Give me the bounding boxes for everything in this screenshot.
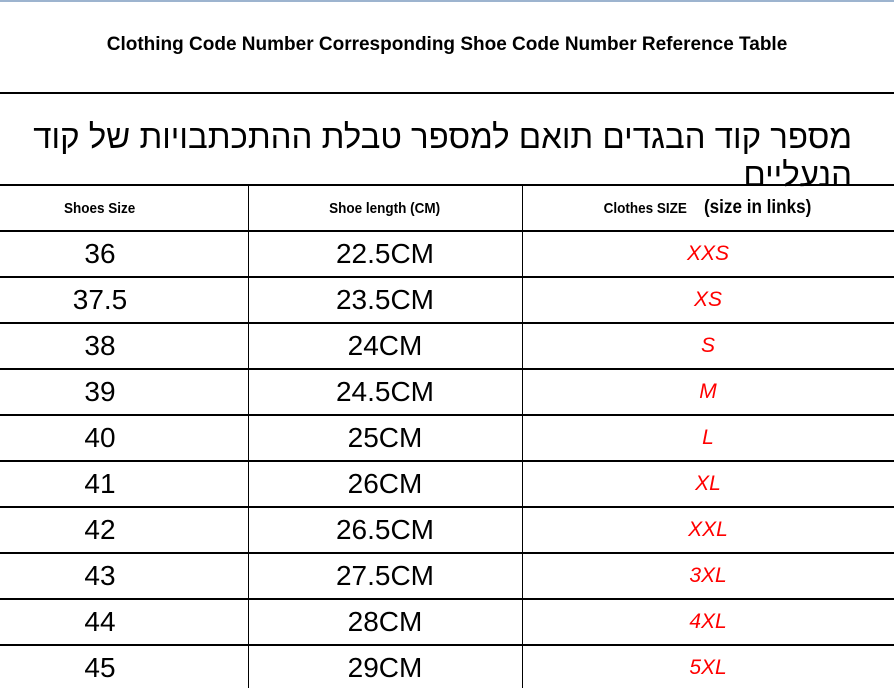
cell-shoes-size: 41 [0, 461, 200, 507]
row-divider [0, 368, 894, 370]
table-row: 45 29CM 5XL [0, 645, 894, 691]
cell-clothes-size: M [522, 369, 894, 415]
shoes-size-value: 39 [84, 376, 116, 407]
header-cell: Shoes Size [0, 185, 200, 231]
clothes-size-value: XL [695, 472, 721, 495]
cell-shoe-length: 23.5CM [248, 277, 522, 323]
clothes-size-value: S [700, 334, 715, 357]
row-divider [0, 230, 894, 232]
shoes-size-value: 40 [84, 422, 116, 453]
page-title: Clothing Code Number Corresponding Shoe … [106, 34, 788, 55]
header-shoes-size: Shoes Size [64, 199, 136, 217]
cell-shoe-length: 27.5CM [248, 553, 522, 599]
header-clothes-size-note: (size in links) [703, 197, 811, 218]
cell-clothes-size: S [522, 323, 894, 369]
cell-shoe-length: 26CM [248, 461, 522, 507]
cell-shoe-length: 25CM [248, 415, 522, 461]
header-clothes-size: Clothes SIZE [603, 199, 687, 217]
cell-shoes-size: 43 [0, 553, 200, 599]
cell-shoe-length: 24CM [248, 323, 522, 369]
shoes-size-value: 41 [84, 468, 116, 499]
cell-shoes-size: 39 [0, 369, 200, 415]
row-divider [0, 414, 894, 416]
cell-shoes-size: 37.5 [0, 277, 200, 323]
row-divider [0, 552, 894, 554]
cell-clothes-size: XXS [522, 231, 894, 277]
shoe-length-value: 26CM [347, 468, 423, 499]
divider [0, 92, 894, 94]
row-divider [0, 506, 894, 508]
row-divider [0, 460, 894, 462]
shoes-size-value: 36 [84, 238, 116, 269]
table-row: 42 26.5CM XXL [0, 507, 894, 553]
clothes-size-value: XXS [686, 242, 730, 265]
shoe-length-value: 28CM [347, 606, 423, 637]
column-divider [522, 184, 523, 688]
clothes-size-value: M [699, 380, 717, 403]
shoes-size-value: 44 [84, 606, 116, 637]
header-shoe-length: Shoe length (CM) [329, 199, 441, 217]
row-divider [0, 644, 894, 646]
cell-shoe-length: 26.5CM [248, 507, 522, 553]
table-row: 36 22.5CM XXS [0, 231, 894, 277]
shoes-size-value: 42 [84, 514, 116, 545]
shoe-length-value: 26.5CM [335, 514, 435, 545]
shoe-length-value: 25CM [347, 422, 423, 453]
shoe-length-value: 29CM [347, 652, 423, 683]
cell-clothes-size: L [522, 415, 894, 461]
shoes-size-value: 45 [84, 652, 116, 683]
cell-clothes-size: XL [522, 461, 894, 507]
table-row: 40 25CM L [0, 415, 894, 461]
table-border [0, 184, 894, 186]
shoe-length-value: 27.5CM [335, 560, 435, 591]
header-cell: Clothes SIZE (size in links) [522, 185, 894, 231]
table-header-row: Shoes Size Shoe length (CM) Clothes SIZE… [0, 185, 894, 231]
table-row: 44 28CM 4XL [0, 599, 894, 645]
cell-shoes-size: 42 [0, 507, 200, 553]
clothes-size-value: 4XL [689, 610, 727, 633]
shoes-size-value: 43 [84, 560, 116, 591]
cell-clothes-size: 4XL [522, 599, 894, 645]
clothes-size-value: 3XL [689, 564, 727, 587]
cell-clothes-size: XXL [522, 507, 894, 553]
cell-shoe-length: 28CM [248, 599, 522, 645]
table-row: 38 24CM S [0, 323, 894, 369]
cell-clothes-size: 3XL [522, 553, 894, 599]
clothes-size-value: 5XL [689, 656, 727, 679]
shoe-length-value: 24CM [347, 330, 423, 361]
shoes-size-value: 38 [84, 330, 116, 361]
row-divider [0, 322, 894, 324]
column-divider [248, 184, 249, 688]
table-row: 41 26CM XL [0, 461, 894, 507]
cell-shoe-length: 24.5CM [248, 369, 522, 415]
cell-shoes-size: 45 [0, 645, 200, 691]
clothes-size-value: L [702, 426, 714, 449]
cell-clothes-size: 5XL [522, 645, 894, 691]
table-row: 39 24.5CM M [0, 369, 894, 415]
cell-shoes-size: 44 [0, 599, 200, 645]
shoe-length-value: 23.5CM [335, 284, 435, 315]
shoe-length-value: 22.5CM [335, 238, 435, 269]
shoe-length-value: 24.5CM [335, 376, 435, 407]
clothes-size-value: XXL [688, 518, 728, 541]
cell-shoe-length: 29CM [248, 645, 522, 691]
table-row: 37.5 23.5CM XS [0, 277, 894, 323]
row-divider [0, 276, 894, 278]
cell-shoes-size: 40 [0, 415, 200, 461]
row-divider [0, 598, 894, 600]
hebrew-subtitle: מספר קוד הבגדים תואם למספר טבלת ההתכתבוי… [33, 118, 852, 193]
header-cell: Shoe length (CM) [248, 185, 522, 231]
cell-shoe-length: 22.5CM [248, 231, 522, 277]
table-row: 43 27.5CM 3XL [0, 553, 894, 599]
shoes-size-value: 37.5 [72, 284, 128, 315]
cell-shoes-size: 38 [0, 323, 200, 369]
cell-clothes-size: XS [522, 277, 894, 323]
top-border [0, 0, 894, 2]
cell-shoes-size: 36 [0, 231, 200, 277]
clothes-size-value: XS [693, 288, 722, 311]
